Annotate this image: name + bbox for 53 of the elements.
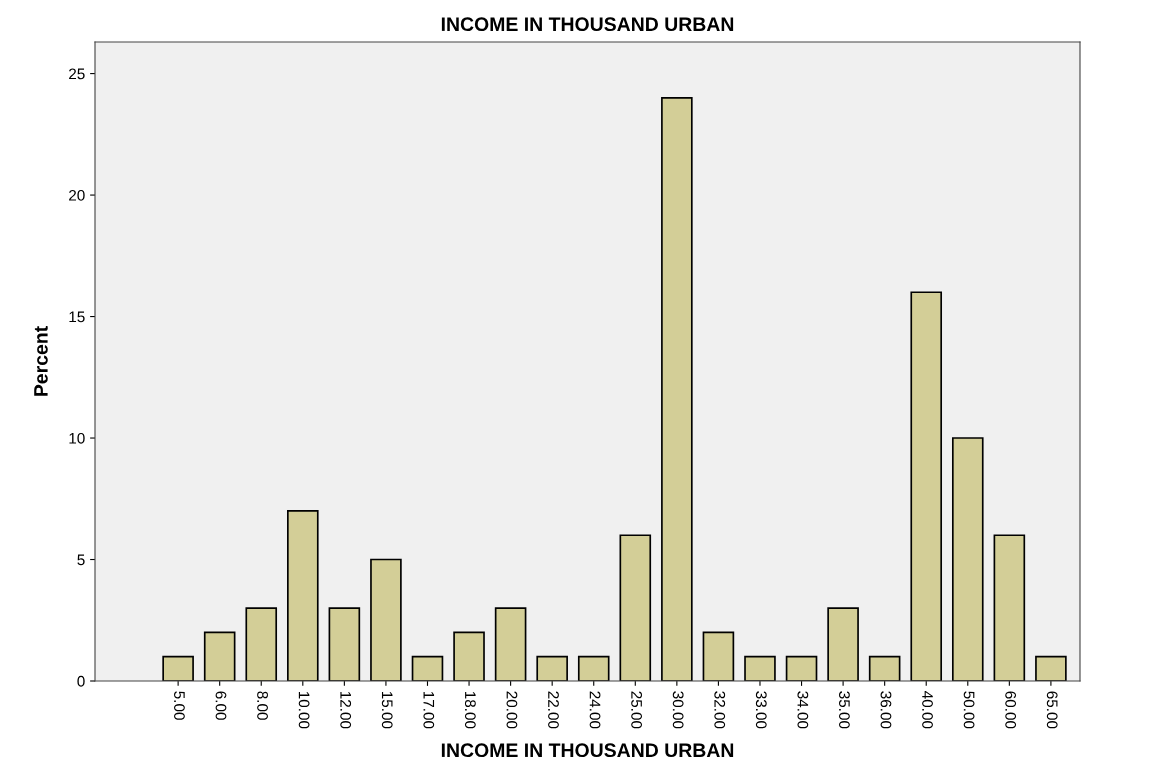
bar	[1035, 655, 1067, 681]
bar	[370, 558, 402, 681]
x-tick-label: 5.00	[174, 691, 185, 720]
bar	[744, 655, 776, 681]
y-tick-label: 10	[69, 432, 85, 444]
bar	[910, 291, 943, 681]
x-tick-label: 36.00	[880, 691, 892, 729]
x-tick-label: 32.00	[714, 691, 726, 729]
y-axis-title: Percent	[34, 326, 48, 396]
y-tick-label: 5	[77, 554, 85, 566]
bar	[411, 655, 444, 681]
y-tick-label: 0	[77, 675, 85, 687]
bar	[661, 97, 693, 681]
x-tick-label: 20.00	[506, 691, 518, 729]
bar	[245, 607, 278, 681]
bar	[203, 631, 236, 681]
x-tick-label: 18.00	[464, 691, 476, 729]
bar	[702, 631, 735, 681]
bar	[619, 534, 652, 681]
x-tick-label: 65.00	[1046, 691, 1058, 729]
bar	[951, 437, 984, 681]
x-tick-label: 8.00	[257, 691, 268, 720]
bar	[328, 607, 361, 681]
x-tick-label: 34.00	[797, 691, 809, 729]
bar	[868, 655, 901, 681]
x-axis-title: INCOME IN THOUSAND URBAN	[441, 743, 734, 758]
bar	[287, 510, 319, 681]
x-tick-label: 50.00	[963, 691, 975, 729]
bar	[577, 655, 610, 681]
x-tick-label: 30.00	[672, 691, 684, 729]
x-tick-label: 33.00	[755, 691, 767, 729]
x-tick-label: 24.00	[589, 691, 601, 729]
y-tick-label: 20	[69, 189, 85, 201]
x-tick-label: 12.00	[340, 691, 352, 729]
x-tick-label: 15.00	[381, 691, 393, 729]
bar	[993, 534, 1026, 681]
x-tick-label: 10.00	[298, 691, 310, 729]
x-tick-label: 40.00	[922, 691, 933, 729]
y-tick-label: 25	[69, 68, 85, 80]
chart-title: INCOME IN THOUSAND URBAN	[441, 17, 734, 32]
bar	[827, 607, 859, 681]
x-tick-label: 6.00	[215, 691, 227, 720]
bar	[536, 655, 568, 681]
x-tick-label: 17.00	[423, 691, 435, 729]
bar	[494, 607, 527, 681]
bar	[453, 631, 485, 681]
bar	[785, 655, 818, 681]
x-tick-label: 22.00	[548, 691, 559, 729]
x-tick-label: 60.00	[1005, 691, 1017, 729]
y-tick-label: 15	[69, 311, 85, 323]
x-tick-label: 25.00	[631, 691, 643, 729]
bar	[162, 655, 194, 681]
x-tick-label: 35.00	[839, 691, 850, 729]
